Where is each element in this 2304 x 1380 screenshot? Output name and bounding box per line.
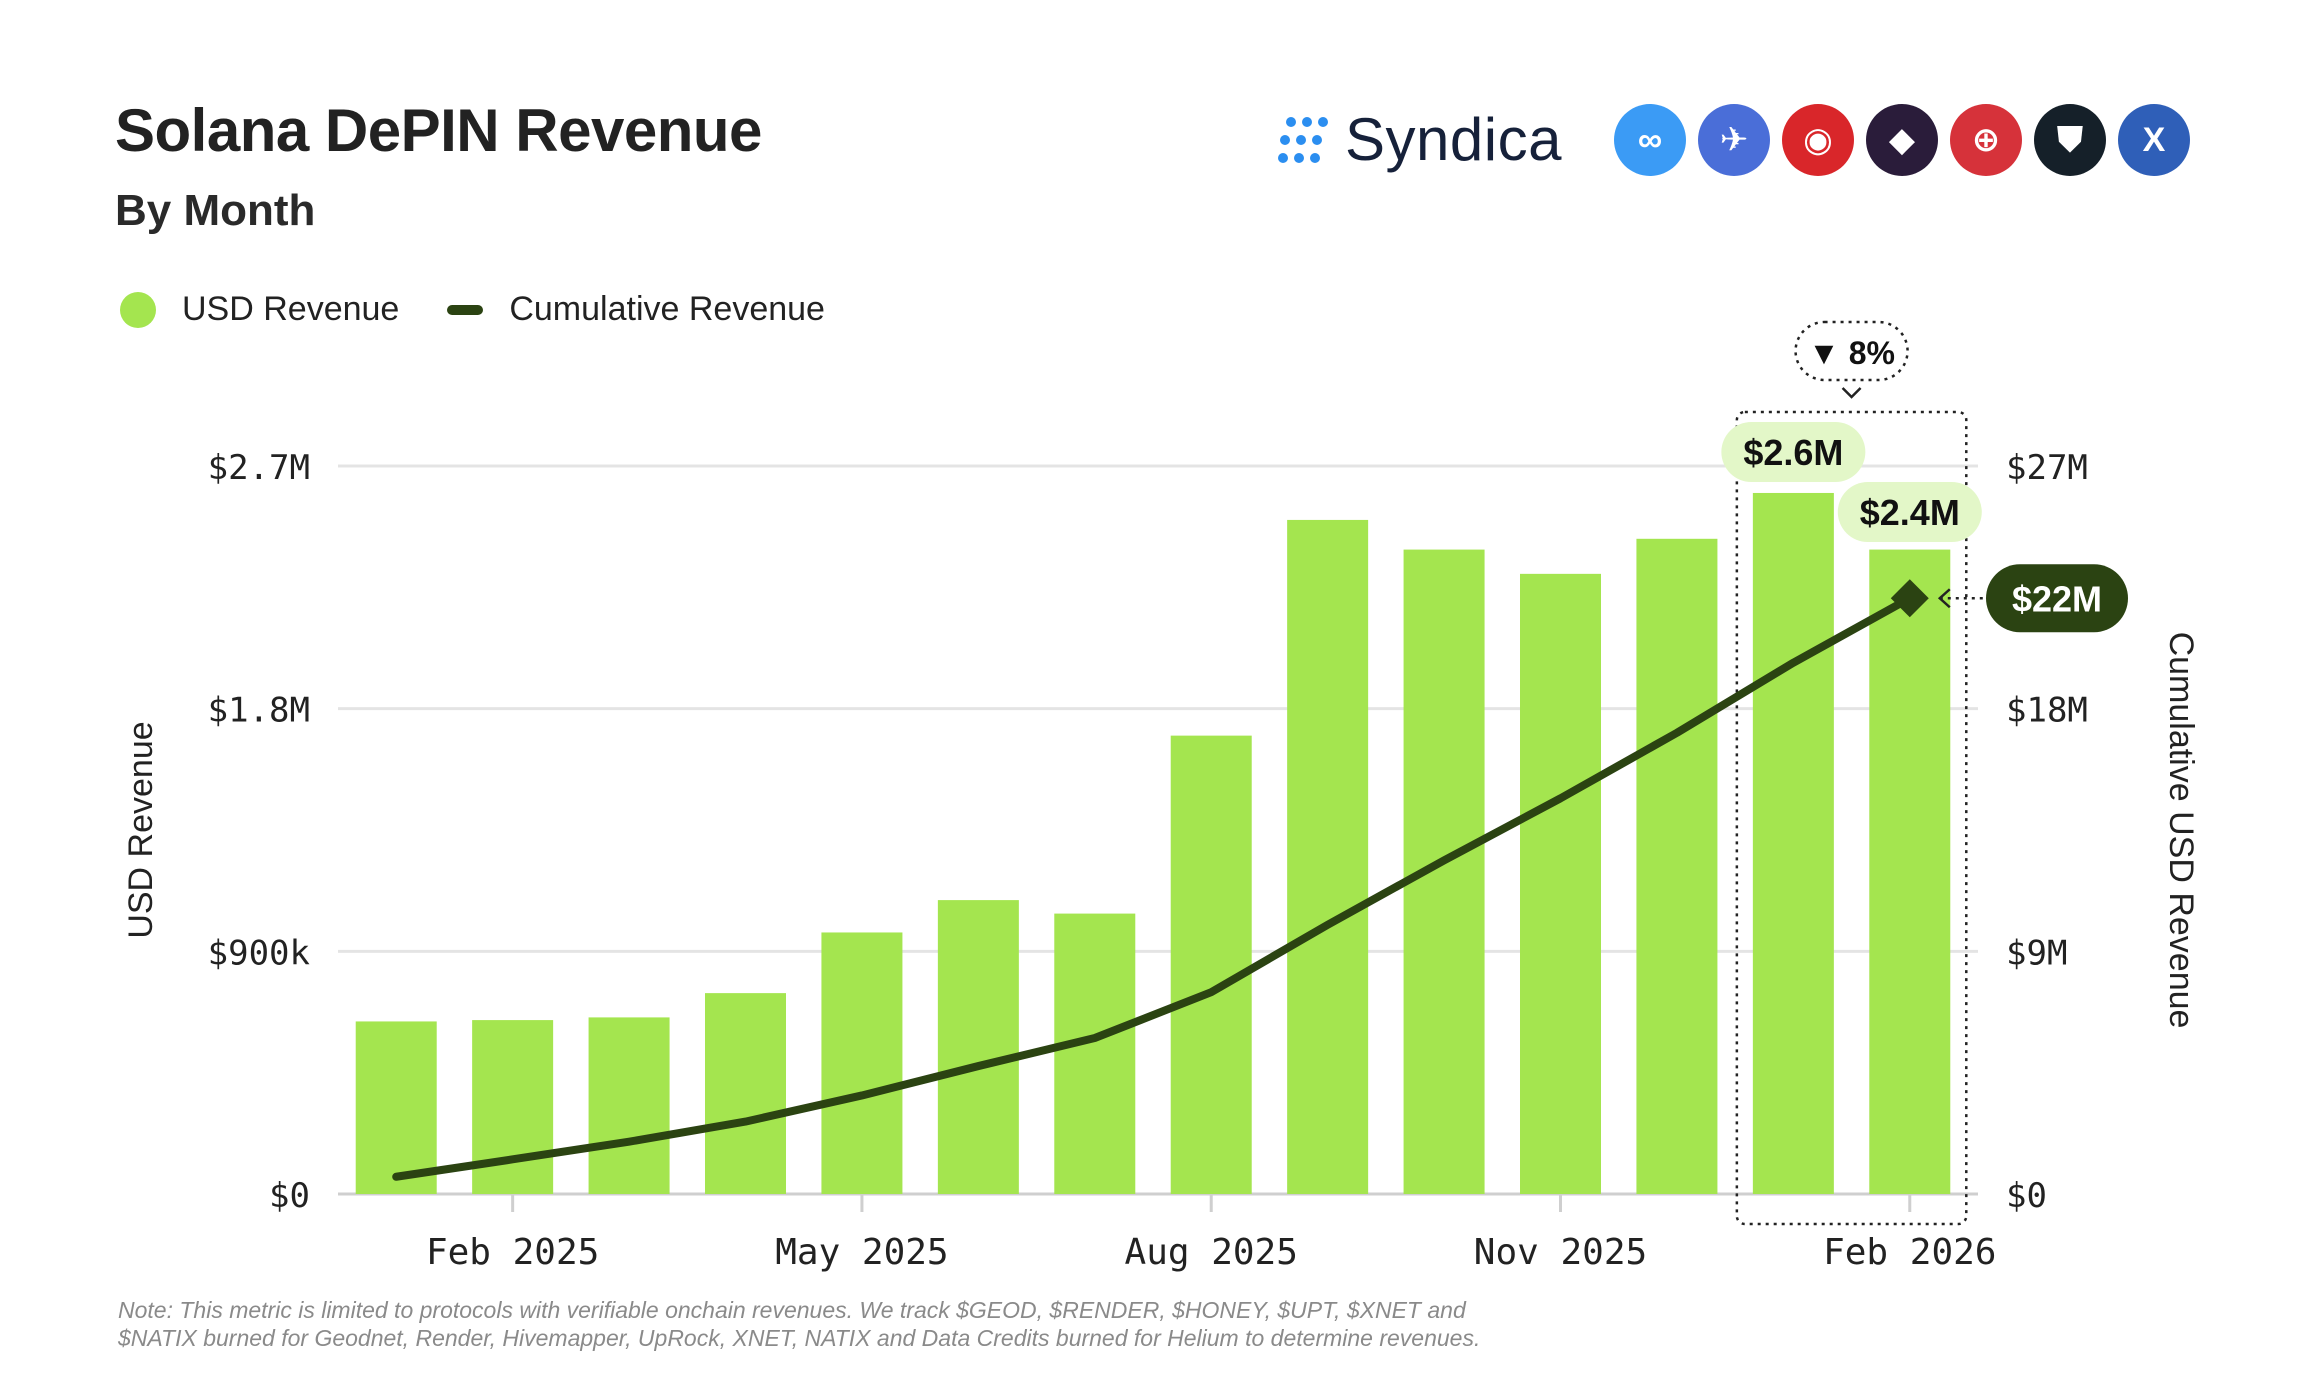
render-logo-icon: ◉ — [1782, 104, 1854, 176]
y-tick-label-right: $27M — [2006, 448, 2088, 488]
revenue-chart: $0 $0 $900k $9M $1.8M $18M $2.7M $27M USD Revenu… — [122, 320, 2200, 1273]
legend-line-label: Cumulative Revenue — [509, 290, 825, 328]
revenue-bar — [1869, 549, 1951, 1194]
change-pill — [1794, 320, 1909, 382]
x-tick-label: Aug 2025 — [1125, 1232, 1298, 1273]
hivemapper-logo-icon: ✈ — [1698, 104, 1770, 176]
y-tick-label-left: $900k — [208, 933, 310, 973]
revenue-bar — [588, 1017, 670, 1194]
change-pill-pointer — [1841, 387, 1862, 399]
legend-bar-swatch — [120, 291, 156, 328]
revenue-bar — [705, 993, 786, 1194]
bar-value-label: $2.4M — [1860, 492, 1960, 533]
chart-subtitle: By Month — [115, 186, 316, 235]
brand-name: Syndica — [1345, 106, 1562, 173]
brand: Syndica — [1275, 105, 1562, 174]
chart-title: Solana DePIN Revenue — [115, 97, 762, 164]
y-tick-label-right: $9M — [2006, 933, 2067, 973]
cumulative-badge-label: $22M — [2012, 578, 2102, 619]
revenue-bar — [1752, 492, 1834, 1194]
change-pill-label: ▼ 8% — [1808, 335, 1895, 371]
footnote-line-1: Note: This metric is limited to protocol… — [118, 1297, 1466, 1323]
revenue-bar — [355, 1021, 437, 1194]
y-tick-label-left: $2.7M — [208, 448, 310, 488]
bar-value-label: $2.6M — [1743, 432, 1843, 473]
cumulative-badge — [1986, 564, 2128, 633]
y-tick-label-left: $0 — [269, 1176, 310, 1216]
bar-value-badge — [1721, 422, 1866, 482]
revenue-bar — [821, 932, 903, 1194]
connector-arrow — [1937, 588, 1951, 609]
y-tick-label-right: $0 — [2006, 1176, 2047, 1216]
legend-line-swatch — [447, 304, 484, 315]
protocol-logos: ∞ ✈ ◉ ◆ ⊕ ⛊ X — [1614, 104, 2190, 176]
highlight-box — [1735, 410, 1968, 1226]
geodnet-logo-icon: ⊕ — [1950, 104, 2022, 176]
x-tick-label: Nov 2025 — [1474, 1232, 1647, 1273]
revenue-bar — [937, 900, 1019, 1194]
revenue-bar — [1636, 538, 1718, 1194]
x-tick-label: May 2025 — [775, 1232, 948, 1273]
y-tick-label-right: $18M — [2006, 691, 2088, 731]
y-axis-title-left: USD Revenue — [122, 721, 160, 938]
xnet-logo-icon: X — [2118, 104, 2190, 176]
revenue-bar — [1170, 735, 1252, 1194]
x-tick-label: Feb 2026 — [1823, 1232, 1996, 1273]
uprock-logo-icon: ◆ — [1866, 104, 1938, 176]
revenue-bar — [1287, 519, 1369, 1194]
revenue-bar — [1520, 573, 1601, 1194]
y-tick-label-left: $1.8M — [208, 691, 310, 731]
revenue-bar — [472, 1020, 554, 1194]
y-axis-title-right: Cumulative USD Revenue — [2162, 632, 2200, 1029]
syndica-logo-icon — [1278, 116, 1328, 163]
footnote-line-2: $NATIX burned for Geodnet, Render, Hivem… — [118, 1325, 1481, 1351]
footnote: Note: This metric is limited to protocol… — [118, 1296, 1678, 1352]
helium-logo-icon: ∞ — [1614, 104, 1686, 176]
legend-bar-label: USD Revenue — [182, 290, 400, 328]
bar-value-badge — [1837, 482, 1982, 542]
cumulative-marker — [1890, 579, 1929, 618]
revenue-bar — [1054, 913, 1136, 1194]
x-tick-label: Feb 2025 — [426, 1232, 599, 1273]
natix-logo-icon: ⛊ — [2034, 104, 2106, 176]
legend: USD Revenue Cumulative Revenue — [120, 290, 825, 329]
cumulative-line — [392, 594, 1914, 1181]
